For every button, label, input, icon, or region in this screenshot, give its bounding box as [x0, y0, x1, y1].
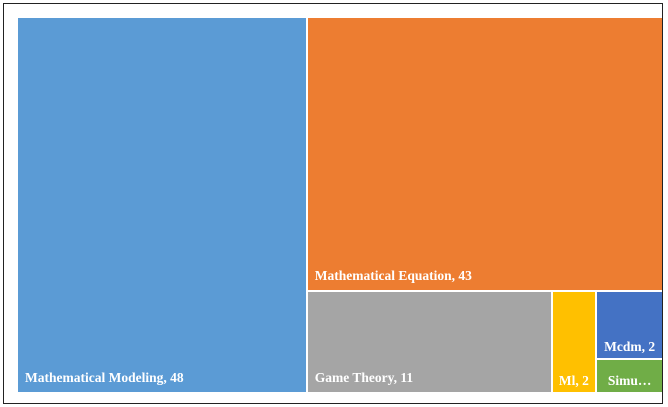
chart-frame — [3, 3, 663, 404]
tile-label: Simu… — [607, 372, 652, 388]
tile: Mcdm, 2 — [597, 292, 662, 358]
tile: Game Theory, 11 — [307, 292, 551, 392]
tile: Ml, 2 — [552, 292, 596, 392]
tile: Simu… — [597, 360, 662, 392]
tile-label: Game Theory, 11 — [314, 369, 414, 385]
treemap: Mathematical Modeling, 48 Mathematical Eq… — [18, 18, 662, 392]
tile: Mathematical Equation, 43 — [307, 18, 662, 291]
tile-label: Ml, 2 — [558, 372, 589, 388]
tile: Mathematical Modeling, 48 — [18, 18, 306, 392]
tile-label: Mcdm, 2 — [604, 339, 656, 354]
tile-label: Mathematical Equation, 43 — [314, 268, 472, 284]
tile-label: Mathematical Modeling, 48 — [25, 370, 184, 385]
